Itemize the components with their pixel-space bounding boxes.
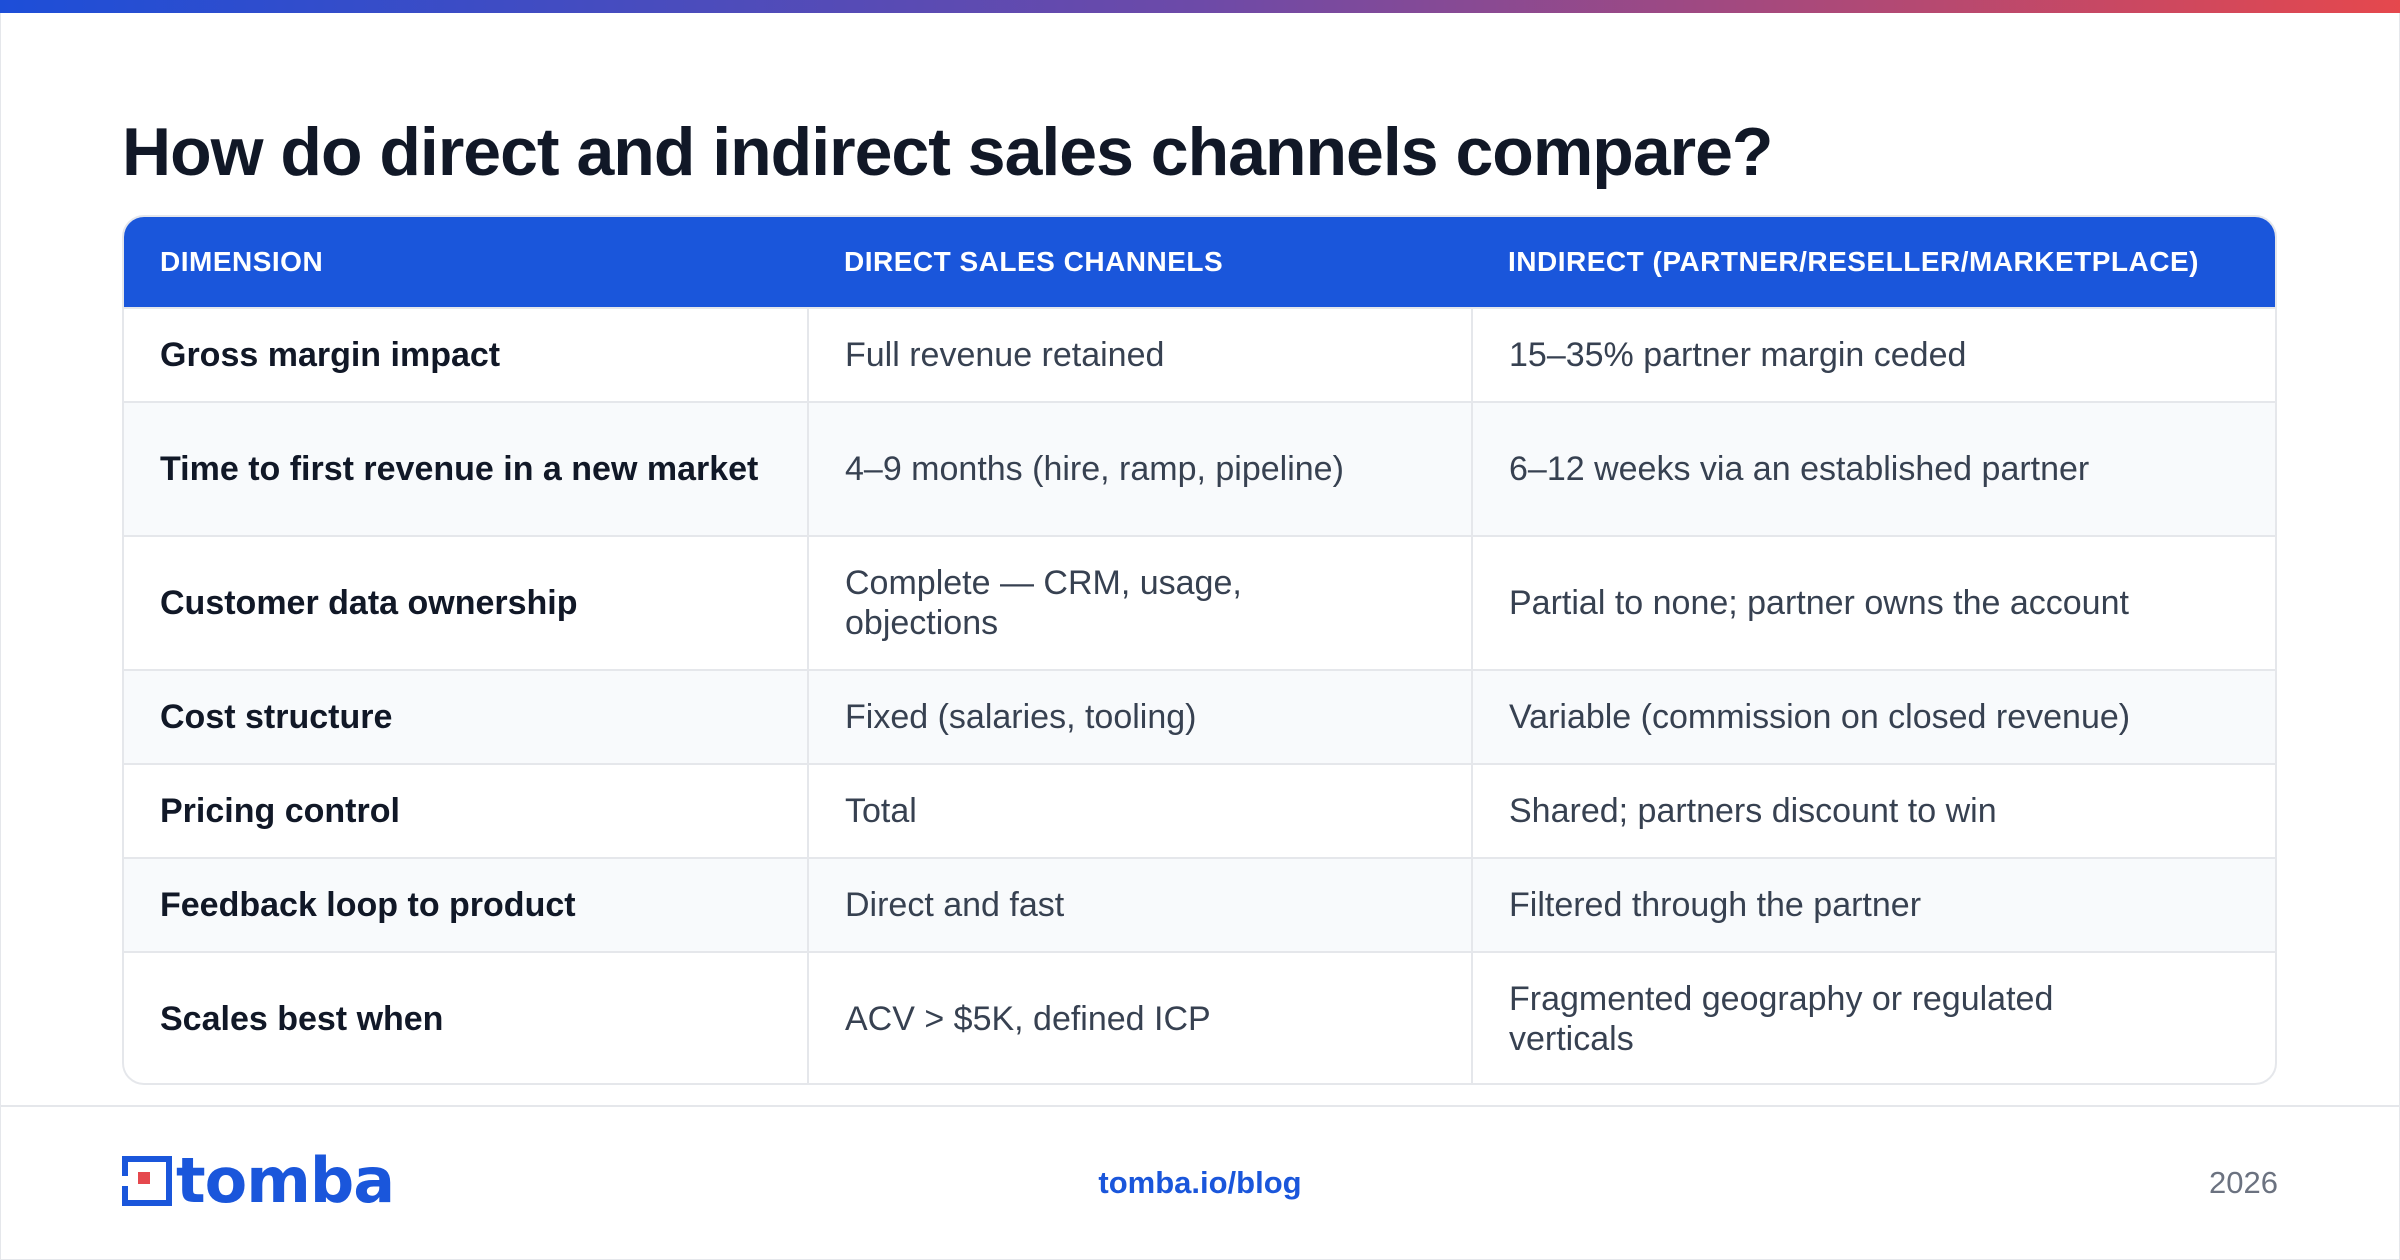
footer-divider	[0, 1105, 2400, 1107]
cell-direct: 4–9 months (hire, ramp, pipeline)	[807, 401, 1472, 536]
comparison-table: DIMENSION DIRECT SALES CHANNELS INDIRECT…	[122, 215, 2277, 1085]
cell-indirect: 6–12 weeks via an established partner	[1471, 401, 2275, 536]
table-row: Customer data ownership Complete — CRM, …	[124, 535, 2275, 670]
cell-dimension: Gross margin impact	[124, 307, 808, 402]
tomba-logo-icon	[122, 1156, 172, 1206]
cell-indirect: Filtered through the partner	[1471, 857, 2275, 952]
cell-indirect: Partial to none; partner owns the accoun…	[1471, 535, 2275, 670]
header-indirect: INDIRECT (PARTNER/RESELLER/MARKETPLACE)	[1472, 217, 2275, 308]
table-row: Scales best when ACV > $5K, defined ICP …	[124, 951, 2275, 1083]
cell-dimension: Scales best when	[124, 951, 808, 1083]
table-row: Gross margin impact Full revenue retaine…	[124, 307, 2275, 402]
table-row: Pricing control Total Shared; partners d…	[124, 763, 2275, 858]
cell-direct: Total	[807, 763, 1472, 858]
header-dimension: DIMENSION	[124, 217, 808, 308]
cell-indirect: Variable (commission on closed revenue)	[1471, 669, 2275, 764]
gradient-top-bar	[0, 0, 2400, 13]
cell-dimension: Time to first revenue in a new market	[124, 401, 808, 536]
cell-dimension: Customer data ownership	[124, 535, 808, 670]
cell-dimension: Cost structure	[124, 669, 808, 764]
page-title: How do direct and indirect sales channel…	[122, 114, 1773, 190]
cell-dimension: Pricing control	[124, 763, 808, 858]
cell-direct: Full revenue retained	[807, 307, 1472, 402]
cell-direct: Complete — CRM, usage, objections	[807, 535, 1472, 670]
table-row: Feedback loop to product Direct and fast…	[124, 857, 2275, 952]
blog-link[interactable]: tomba.io/blog	[1098, 1165, 1302, 1200]
footer-year: 2026	[2209, 1165, 2278, 1200]
table-row: Time to first revenue in a new market 4–…	[124, 401, 2275, 536]
cell-direct: Fixed (salaries, tooling)	[807, 669, 1472, 764]
cell-dimension: Feedback loop to product	[124, 857, 808, 952]
cell-indirect: Fragmented geography or regulated vertic…	[1471, 951, 2275, 1083]
logo-wordmark: tomba	[176, 1144, 395, 1217]
table-header-row: DIMENSION DIRECT SALES CHANNELS INDIRECT…	[124, 217, 2275, 308]
cell-direct: Direct and fast	[807, 857, 1472, 952]
table-row: Cost structure Fixed (salaries, tooling)…	[124, 669, 2275, 764]
cell-indirect: 15–35% partner margin ceded	[1471, 307, 2275, 402]
tomba-logo[interactable]: tomba	[122, 1144, 395, 1217]
cell-direct: ACV > $5K, defined ICP	[807, 951, 1472, 1083]
cell-indirect: Shared; partners discount to win	[1471, 763, 2275, 858]
header-direct: DIRECT SALES CHANNELS	[808, 217, 1472, 308]
